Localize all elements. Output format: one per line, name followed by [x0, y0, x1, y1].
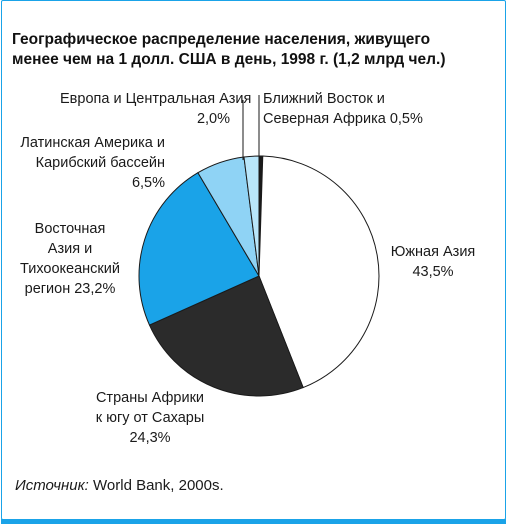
label-latam: Латинская Америка и Карибский бассейн 6,… — [0, 133, 165, 193]
label-africa-name: Страны Африки — [95, 390, 205, 406]
title-line-1: Географическое распределение населения, … — [12, 31, 431, 48]
pie-slice-2 — [148, 275, 304, 397]
source-note: Источник: World Bank, 2000s. — [15, 477, 224, 494]
label-south-asia-value: 43,5% — [412, 264, 454, 280]
label-east-asia-l3: Тихоокеанский — [20, 261, 120, 277]
source-text: World Bank, 2000s. — [88, 477, 224, 494]
bottom-accent-bar — [1, 519, 506, 524]
pie-slice-3 — [138, 172, 260, 326]
pie-slices — [138, 155, 380, 397]
label-east-asia: Восточная Азия и Тихоокеанский регион 23… — [0, 219, 140, 299]
title-line-2: менее чем на 1 долл. США в день, 1998 г.… — [12, 51, 446, 68]
chart-title: Географическое распределение населения, … — [12, 30, 502, 70]
label-east-asia-l2: Азия и — [47, 241, 93, 257]
pie-slice-1 — [258, 155, 380, 389]
label-latam-name-2: Карибский бассейн — [35, 155, 165, 171]
label-latam-value: 6,5% — [131, 175, 165, 191]
label-europe-name: Европа и Центральная Азия — [60, 91, 252, 107]
label-south-asia-name: Южная Азия — [390, 244, 476, 260]
source-label: Источник: — [15, 477, 89, 494]
label-africa-name-2: к югу от Сахары — [95, 410, 205, 426]
label-east-asia-l1: Восточная — [34, 221, 106, 237]
label-east-asia-l4: регион 23,2% — [24, 281, 116, 297]
label-africa: Страны Африки к югу от Сахары 24,3% — [75, 388, 225, 448]
label-europe-value: 2,0% — [196, 111, 230, 127]
leader-lines — [242, 95, 260, 160]
label-mena: Ближний Восток и Северная Африка 0,5% — [263, 89, 423, 129]
label-latam-name: Латинская Америка и — [20, 135, 165, 151]
label-africa-value: 24,3% — [129, 430, 171, 446]
label-europe: Европа и Центральная Азия 2,0% — [60, 89, 252, 129]
label-mena-name: Ближний Восток и — [263, 91, 385, 107]
label-mena-name-2: Северная Африка 0,5% — [263, 111, 423, 127]
label-south-asia: Южная Азия 43,5% — [378, 242, 488, 282]
